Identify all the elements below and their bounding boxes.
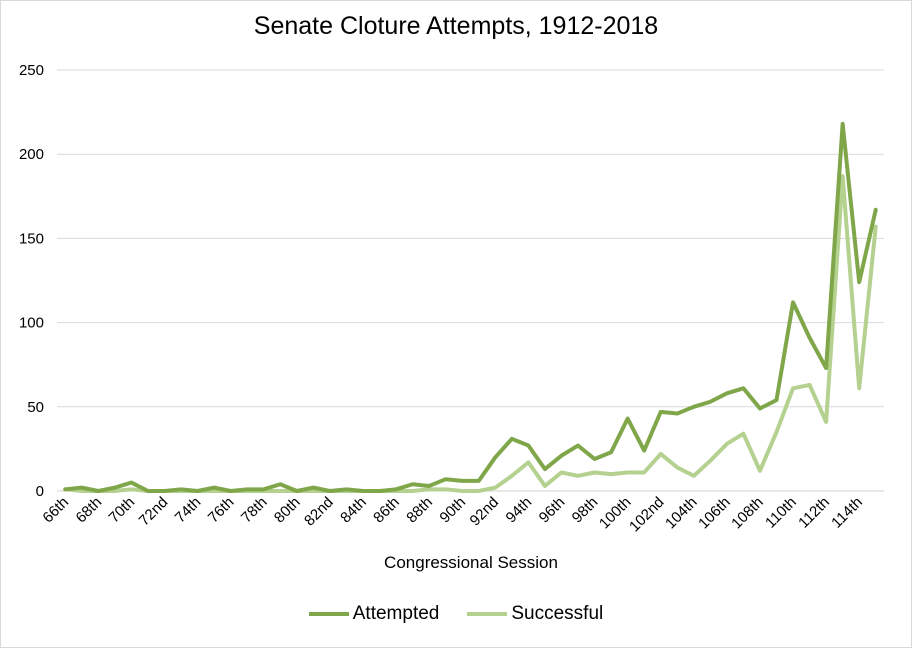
x-tick-label: 72nd [136,494,172,530]
x-tick-label: 114th [828,494,866,532]
legend-item-successful: Successful [467,603,603,625]
x-axis-label: Congressional Session [384,553,558,572]
legend-label-successful: Successful [511,603,604,624]
y-tick-label: 200 [19,146,44,163]
x-tick-label: 96th [536,494,569,527]
x-tick-label: 84th [337,494,370,527]
x-tick-label: 76th [205,494,238,527]
legend-item-attempted: Attempted [308,603,440,625]
x-tick-label: 88th [403,494,436,527]
x-tick-label: 92nd [467,494,503,530]
series-line-successful [63,174,878,493]
y-tick-label: 250 [19,62,44,79]
x-tick-label: 102nd [626,494,668,536]
y-tick-label: 0 [36,483,44,500]
x-tick-label: 82nd [301,494,337,530]
legend-swatch-successful [467,612,508,616]
chart-title: Senate Cloture Attempts, 1912-2018 [253,12,659,40]
series-line-attempted [63,121,878,493]
legend-swatch-attempted [308,612,349,616]
x-tick-label: 66th [39,494,72,527]
x-tick-label: 94th [503,494,536,527]
gridlines [57,69,884,492]
y-axis: 0 50 100 150 200 250 [19,62,44,500]
x-tick-label: 74th [172,494,205,527]
series-lines [63,121,878,493]
legend: Attempted Successful [0,603,912,625]
x-tick-label: 78th [238,494,271,527]
x-tick-label: 70th [106,494,139,527]
x-tick-label: 108th [728,494,767,533]
x-tick-label: 112th [795,494,833,532]
x-tick-label: 110th [762,494,800,532]
legend-label-attempted: Attempted [352,603,440,624]
y-tick-label: 50 [27,399,44,416]
x-tick-label: 106th [695,494,734,533]
x-tick-label: 90th [436,494,469,527]
x-tick-label: 68th [73,494,106,527]
x-tick-label: 80th [271,494,304,527]
y-tick-label: 100 [19,315,44,332]
x-tick-label: 86th [370,494,403,527]
x-tick-label: 104th [662,494,701,533]
y-tick-label: 150 [19,230,44,247]
